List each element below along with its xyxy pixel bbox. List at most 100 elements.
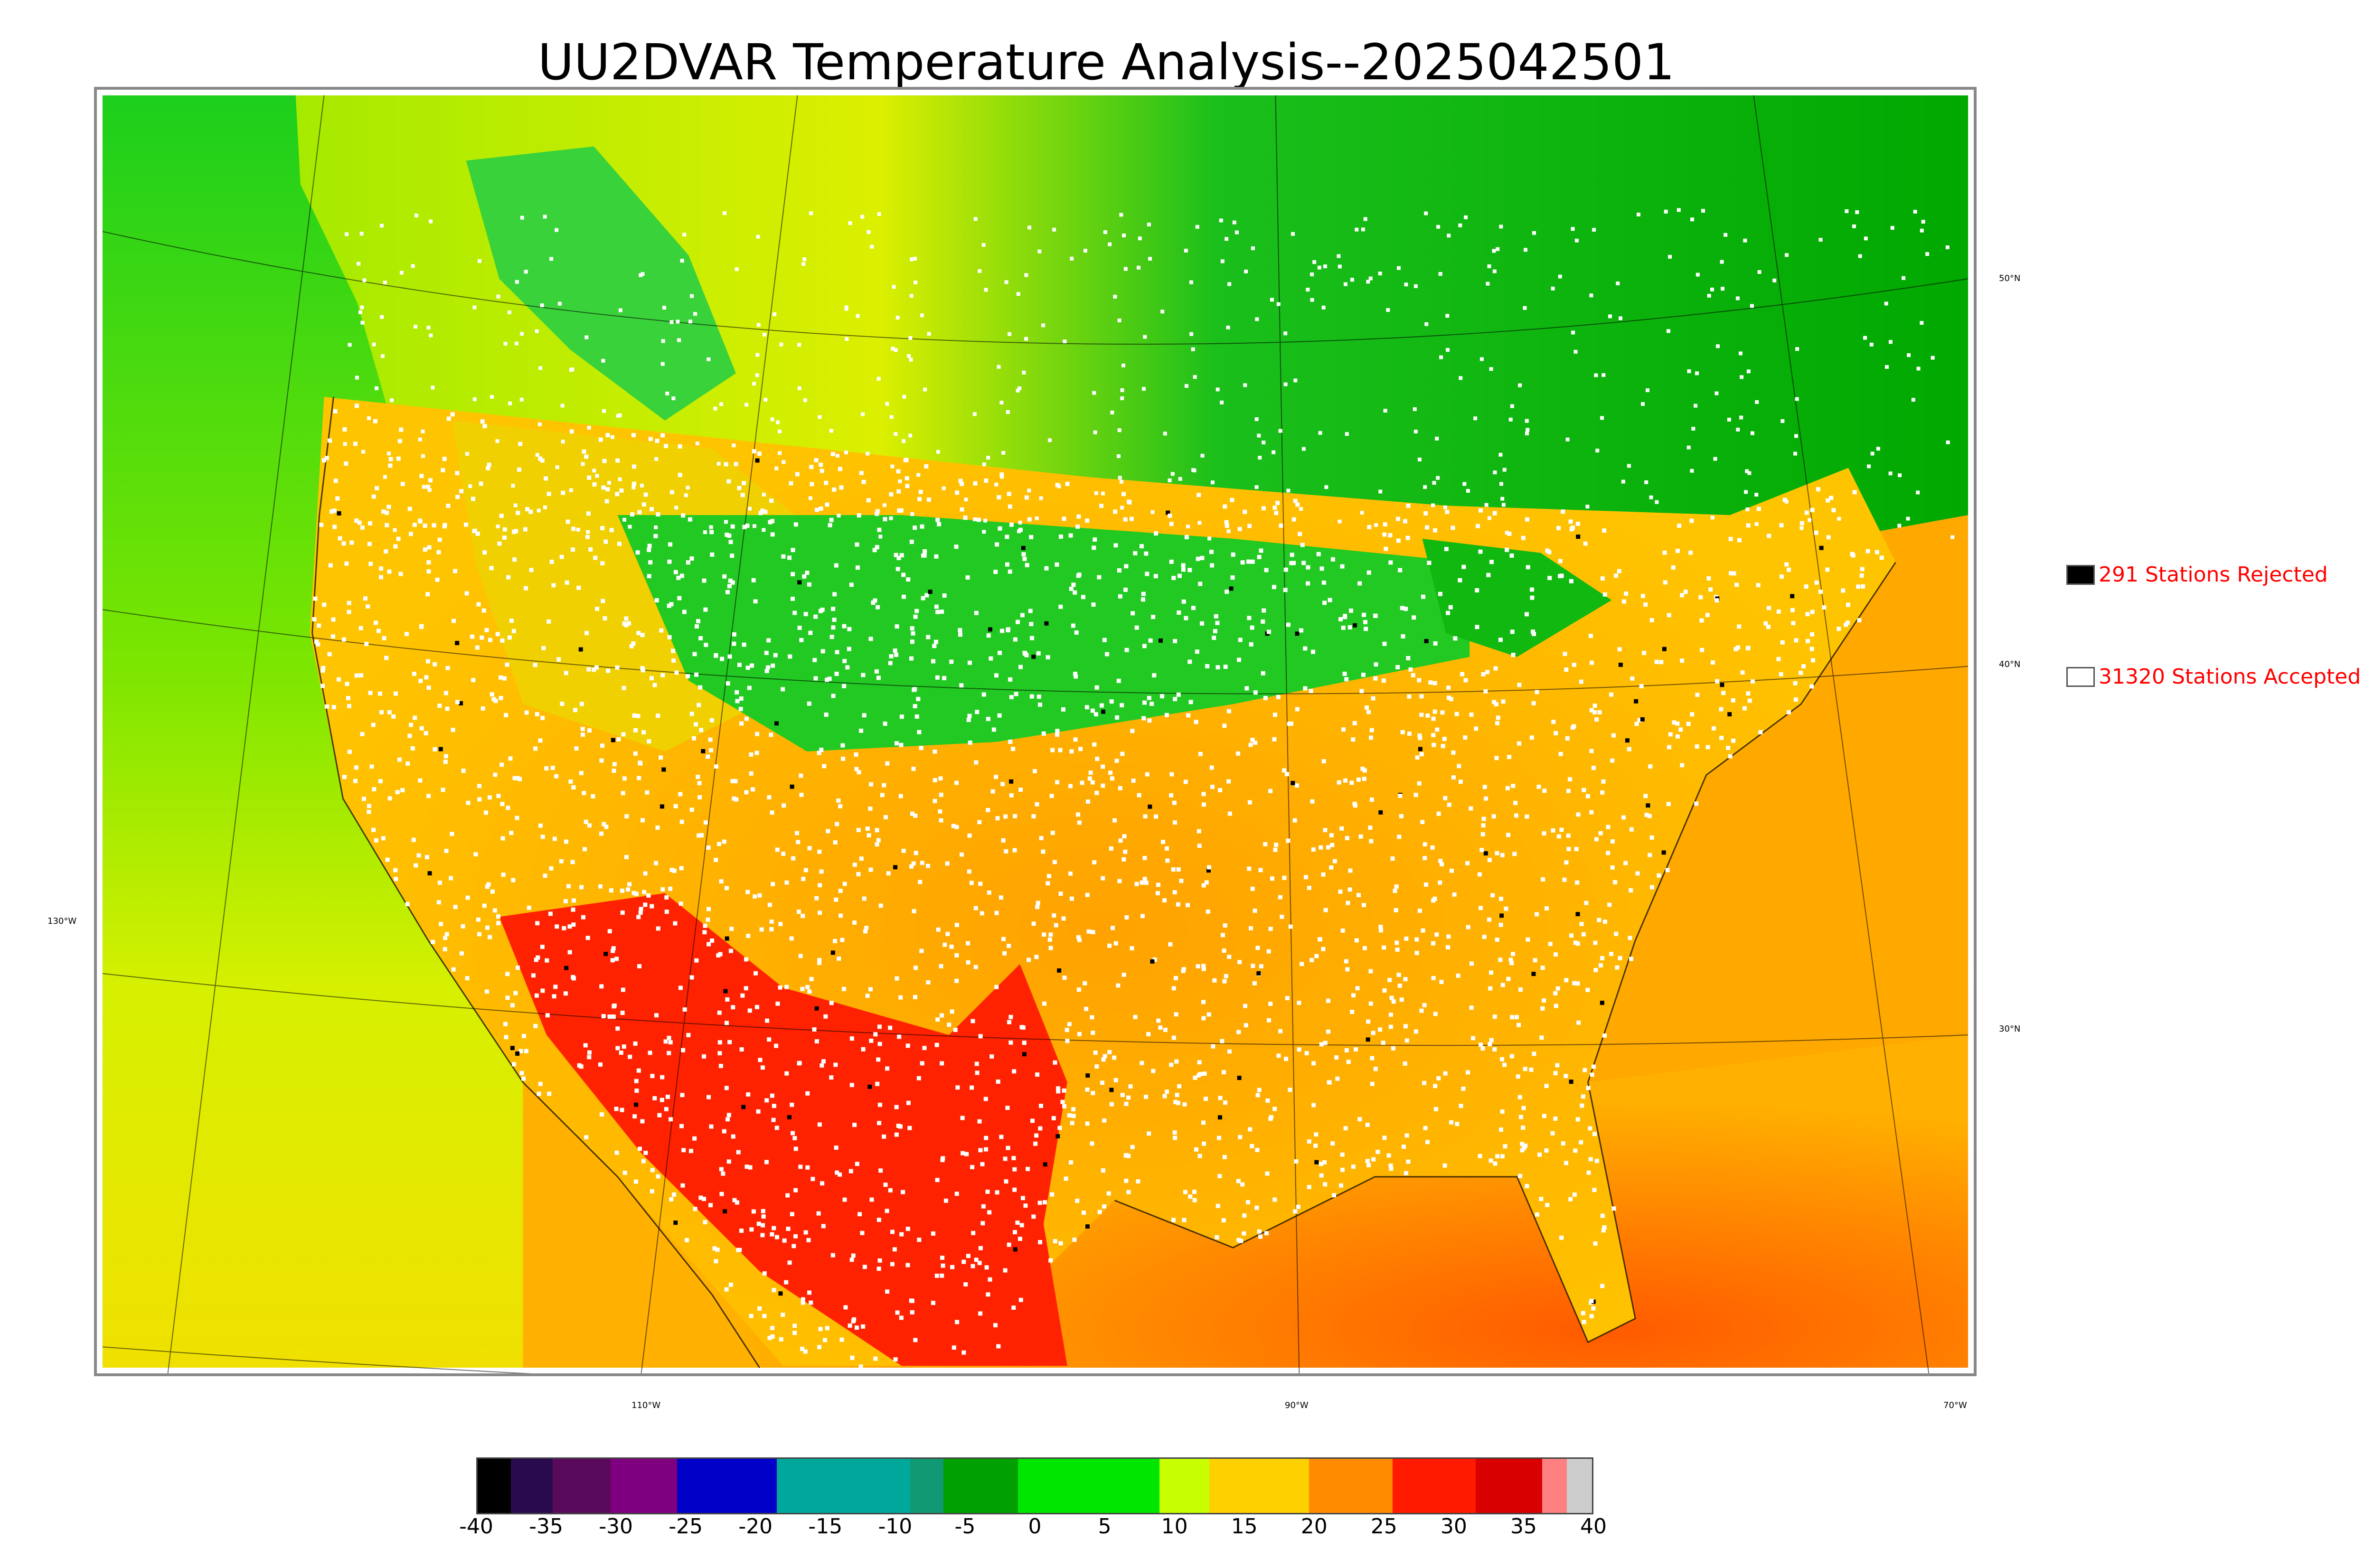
- station-accepted-marker: [1314, 954, 1319, 958]
- station-accepted-marker: [631, 433, 636, 438]
- station-accepted-marker: [445, 706, 450, 711]
- station-accepted-marker: [1810, 632, 1815, 637]
- station-accepted-marker: [935, 610, 940, 614]
- station-accepted-marker: [1727, 417, 1731, 422]
- station-accepted-marker: [1446, 610, 1451, 615]
- station-accepted-marker: [1016, 292, 1020, 296]
- station-accepted-marker: [1401, 634, 1405, 638]
- station-accepted-marker: [1405, 535, 1410, 540]
- station-accepted-marker: [1162, 1094, 1167, 1099]
- station-accepted-marker: [1844, 622, 1848, 627]
- station-accepted-marker: [894, 432, 898, 436]
- station-rejected-marker: [1418, 747, 1423, 751]
- station-accepted-marker: [770, 1334, 775, 1339]
- station-accepted-marker: [1362, 946, 1367, 950]
- station-accepted-marker: [822, 764, 827, 769]
- station-accepted-marker: [716, 953, 721, 958]
- station-accepted-marker: [1051, 1116, 1056, 1120]
- station-accepted-marker: [829, 635, 834, 639]
- station-accepted-marker: [768, 520, 772, 525]
- station-accepted-marker: [960, 481, 964, 486]
- station-accepted-marker: [1236, 1238, 1241, 1242]
- station-accepted-marker: [910, 257, 914, 262]
- station-accepted-marker: [735, 267, 739, 272]
- station-accepted-marker: [989, 656, 993, 661]
- station-accepted-marker: [1388, 1012, 1393, 1017]
- station-accepted-marker: [819, 869, 824, 874]
- station-accepted-marker: [694, 672, 699, 677]
- station-accepted-marker: [1317, 265, 1321, 270]
- station-accepted-marker: [571, 526, 576, 531]
- station-accepted-marker: [933, 778, 937, 782]
- station-accepted-marker: [510, 1003, 515, 1008]
- station-accepted-marker: [480, 635, 484, 640]
- station-accepted-marker: [1076, 812, 1081, 817]
- station-accepted-marker: [973, 517, 977, 521]
- station-accepted-marker: [718, 1063, 723, 1068]
- station-accepted-marker: [1442, 737, 1447, 742]
- station-accepted-marker: [778, 451, 782, 455]
- station-accepted-marker: [748, 1165, 753, 1170]
- station-accepted-marker: [1432, 742, 1436, 747]
- station-accepted-marker: [1499, 1057, 1504, 1061]
- station-accepted-marker: [961, 1350, 966, 1355]
- station-accepted-marker: [1011, 1156, 1016, 1160]
- station-accepted-marker: [1728, 571, 1733, 575]
- station-accepted-marker: [375, 386, 378, 390]
- station-accepted-marker: [641, 502, 646, 507]
- station-accepted-marker: [1009, 522, 1014, 527]
- station-accepted-marker: [727, 1040, 732, 1044]
- station-accepted-marker: [898, 794, 903, 798]
- station-accepted-marker: [965, 575, 970, 580]
- station-accepted-marker: [1206, 1012, 1211, 1017]
- station-accepted-marker: [1615, 965, 1620, 970]
- station-accepted-marker: [1444, 547, 1449, 551]
- station-accepted-marker: [753, 894, 757, 899]
- station-accepted-marker: [424, 731, 428, 736]
- station-accepted-marker: [1144, 881, 1149, 885]
- station-accepted-marker: [770, 810, 774, 815]
- station-accepted-marker: [411, 264, 415, 268]
- station-accepted-marker: [819, 748, 824, 752]
- station-accepted-marker: [1805, 638, 1810, 643]
- station-accepted-marker: [1568, 777, 1573, 781]
- station-accepted-marker: [1147, 1131, 1151, 1136]
- station-accepted-marker: [1286, 488, 1291, 493]
- station-accepted-marker: [1539, 1035, 1544, 1040]
- station-accepted-marker: [1488, 970, 1493, 975]
- station-accepted-marker: [1481, 823, 1486, 828]
- station-accepted-marker: [1860, 567, 1865, 572]
- station-accepted-marker: [1469, 1005, 1474, 1010]
- station-accepted-marker: [330, 634, 335, 639]
- station-accepted-marker: [1451, 750, 1456, 755]
- station-accepted-marker: [877, 1258, 882, 1263]
- legend-rejected: 291 Stations Rejected: [2066, 563, 2328, 587]
- station-accepted-marker: [1237, 657, 1241, 662]
- station-accepted-marker: [573, 708, 578, 713]
- station-accepted-marker: [1022, 370, 1026, 375]
- station-accepted-marker: [360, 305, 364, 310]
- station-accepted-marker: [954, 953, 959, 958]
- station-accepted-marker: [904, 458, 909, 462]
- station-accepted-marker: [1593, 940, 1598, 945]
- station-accepted-marker: [954, 1192, 959, 1196]
- station-accepted-marker: [698, 1195, 703, 1200]
- station-accepted-marker: [832, 592, 837, 597]
- station-accepted-marker: [730, 779, 735, 783]
- station-accepted-marker: [934, 554, 939, 559]
- station-accepted-marker: [1484, 503, 1488, 507]
- station-accepted-marker: [433, 662, 437, 667]
- station-accepted-marker: [1371, 696, 1375, 701]
- station-accepted-marker: [762, 1271, 767, 1276]
- station-accepted-marker: [1250, 737, 1255, 742]
- station-accepted-marker: [559, 554, 564, 559]
- station-accepted-marker: [940, 1273, 944, 1278]
- station-accepted-marker: [431, 385, 435, 390]
- station-accepted-marker: [1102, 1118, 1107, 1123]
- station-accepted-marker: [549, 866, 554, 871]
- station-accepted-marker: [950, 1009, 954, 1014]
- station-accepted-marker: [1404, 282, 1408, 287]
- station-accepted-marker: [764, 1098, 769, 1103]
- station-accepted-marker: [1731, 738, 1736, 743]
- station-accepted-marker: [852, 1317, 857, 1322]
